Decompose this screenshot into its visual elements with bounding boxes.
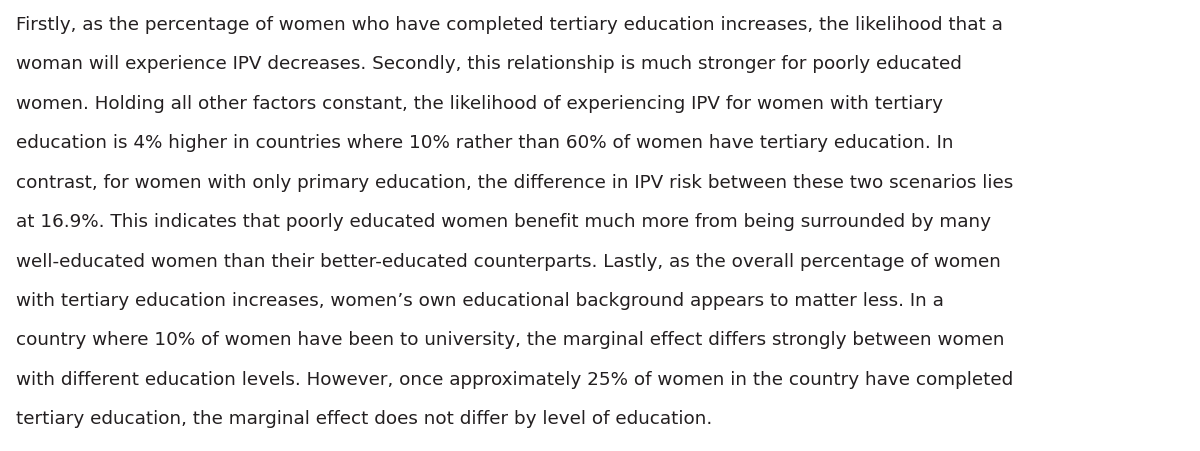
Text: at 16.9%. This indicates that poorly educated women benefit much more from being: at 16.9%. This indicates that poorly edu… — [16, 213, 991, 231]
Text: contrast, for women with only primary education, the difference in IPV risk betw: contrast, for women with only primary ed… — [16, 174, 1013, 192]
Text: with different education levels. However, once approximately 25% of women in the: with different education levels. However… — [16, 371, 1013, 389]
Text: with tertiary education increases, women’s own educational background appears to: with tertiary education increases, women… — [16, 292, 943, 310]
Text: Firstly, as the percentage of women who have completed tertiary education increa: Firstly, as the percentage of women who … — [16, 16, 1002, 34]
Text: women. Holding all other factors constant, the likelihood of experiencing IPV fo: women. Holding all other factors constan… — [16, 95, 943, 113]
Text: country where 10% of women have been to university, the marginal effect differs : country where 10% of women have been to … — [16, 331, 1004, 350]
Text: education is 4% higher in countries where 10% rather than 60% of women have tert: education is 4% higher in countries wher… — [16, 134, 953, 152]
Text: well-educated women than their better-educated counterparts. Lastly, as the over: well-educated women than their better-ed… — [16, 253, 1001, 271]
Text: tertiary education, the marginal effect does not differ by level of education.: tertiary education, the marginal effect … — [16, 410, 712, 428]
Text: woman will experience IPV decreases. Secondly, this relationship is much stronge: woman will experience IPV decreases. Sec… — [16, 55, 961, 73]
